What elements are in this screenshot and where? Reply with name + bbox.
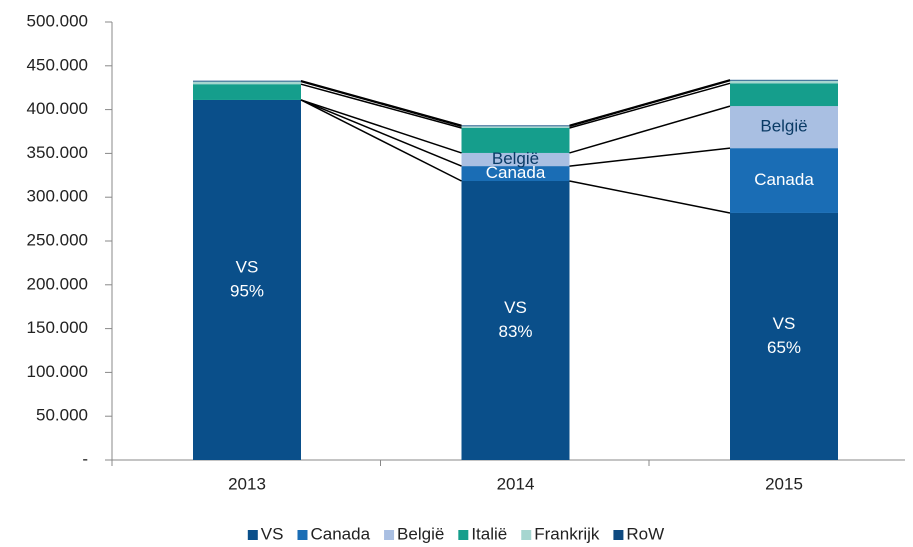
connector [300, 79, 462, 127]
bar-segment [730, 83, 838, 107]
connector [300, 80, 462, 127]
segment-label: Canada [754, 170, 814, 189]
segment-share: 65% [767, 338, 801, 357]
connector [569, 79, 731, 127]
legend-swatch [384, 530, 395, 540]
segment-label: VS [504, 298, 527, 317]
legend-label: VS [261, 524, 284, 543]
bar-segment [730, 80, 838, 84]
y-tick-label: 500.000 [27, 11, 88, 30]
segment-label: Canada [486, 163, 546, 182]
bar-segment [461, 125, 570, 127]
connector [569, 147, 731, 167]
connector [300, 99, 462, 154]
x-tick-label: 2015 [765, 474, 803, 493]
legend-swatch [521, 530, 532, 540]
segment-share: 95% [230, 281, 264, 300]
legend-swatch [297, 530, 308, 540]
connector [569, 105, 731, 154]
segment-label: België [492, 149, 539, 168]
bar-segment [193, 84, 301, 100]
connector [300, 83, 462, 129]
connector [300, 99, 462, 182]
legend-swatch [613, 530, 624, 540]
legend-label: België [397, 524, 444, 543]
bar-segment [193, 81, 301, 85]
y-tick-label: 200.000 [27, 274, 88, 293]
x-tick-label: 2013 [228, 474, 266, 493]
y-tick-label: - [82, 449, 88, 468]
bar-segment [461, 127, 570, 153]
y-tick-label: 250.000 [27, 230, 88, 249]
connector [300, 99, 462, 167]
bar-segment [193, 80, 301, 82]
y-tick-label: 150.000 [27, 318, 88, 337]
bar-segment [461, 126, 570, 128]
segment-label: VS [773, 314, 796, 333]
bar-segment [730, 148, 838, 213]
bar-segment [730, 79, 838, 81]
connector [569, 180, 731, 214]
y-tick-label: 50.000 [36, 406, 88, 425]
bar-segment [730, 212, 838, 460]
bar-segment [193, 99, 301, 461]
segment-share: 83% [498, 322, 532, 341]
legend-label: Canada [310, 524, 370, 543]
x-tick-label: 2014 [497, 474, 535, 493]
connector [569, 79, 731, 127]
segment-label: België [760, 117, 807, 136]
legend-label: Frankrijk [534, 524, 600, 543]
y-tick-label: 400.000 [27, 99, 88, 118]
legend-swatch [458, 530, 469, 540]
y-tick-label: 100.000 [27, 362, 88, 381]
bar-segment [461, 152, 570, 167]
bar-segment [461, 180, 570, 460]
y-tick-label: 300.000 [27, 187, 88, 206]
y-tick-label: 350.000 [27, 143, 88, 162]
bar-segment [730, 106, 838, 149]
connector [569, 82, 731, 129]
bar-segment [461, 166, 570, 181]
y-tick-label: 450.000 [27, 55, 88, 74]
segment-label: VS [236, 257, 259, 276]
legend-swatch [247, 530, 258, 540]
legend-label: RoW [626, 524, 664, 543]
legend-label: Italië [471, 524, 507, 543]
